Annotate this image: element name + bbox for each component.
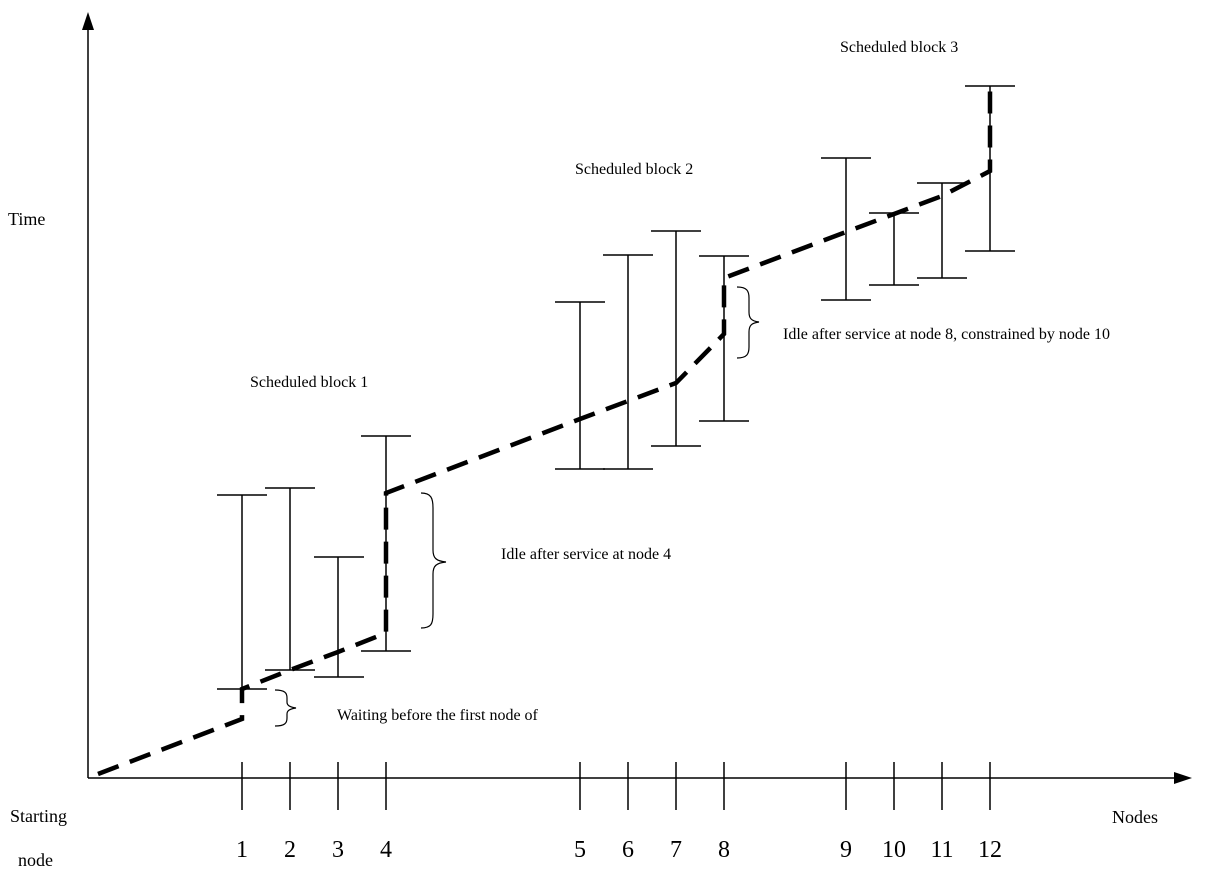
time-window-node-8 (699, 255, 749, 422)
time-window-node-7 (651, 230, 701, 447)
time-window-node-9 (821, 157, 871, 301)
origin-label-line1: Starting (10, 806, 67, 826)
time-window-node-10 (869, 212, 919, 286)
schedule-path (97, 86, 993, 777)
origin-label-line2: node (18, 850, 53, 870)
braces (274, 286, 760, 727)
node-label: 12 (978, 837, 1002, 863)
y-axis-label: Time (8, 209, 45, 229)
time-window-node-2 (265, 487, 315, 671)
block-label-2: Scheduled block 2 (575, 161, 693, 178)
node-label: 2 (284, 837, 296, 863)
schedule-path-sloped (97, 86, 993, 777)
time-window-node-3 (314, 556, 364, 678)
brace-waiting (274, 689, 297, 727)
time-window-node-5 (555, 301, 605, 470)
brace-idle-node8 (736, 286, 760, 359)
block-label-1: Scheduled block 1 (250, 374, 368, 391)
y-axis-arrowhead (82, 12, 94, 30)
annotation-waiting: Waiting before the first node of (337, 707, 539, 724)
node-label: 4 (380, 837, 392, 863)
brace-idle-node4 (420, 492, 447, 629)
node-label: 5 (574, 837, 586, 863)
annotation-idle-node4: Idle after service at node 4 (501, 546, 671, 563)
block-label-3: Scheduled block 3 (840, 39, 958, 56)
node-label: 3 (332, 837, 344, 863)
node-label: 8 (718, 837, 730, 863)
x-axis-label: Nodes (1112, 807, 1158, 827)
node-labels: 1 2 3 4 5 6 7 8 9 10 11 12 (236, 837, 1002, 863)
node-label: 7 (670, 837, 682, 863)
node-label: 11 (930, 837, 953, 863)
node-label: 9 (840, 837, 852, 863)
time-window-node-11 (917, 182, 967, 279)
time-window-node-1 (217, 494, 267, 690)
node-label: 10 (882, 837, 906, 863)
annotation-idle-node8: Idle after service at node 8, constraine… (783, 326, 1110, 343)
x-axis-arrowhead (1174, 772, 1192, 784)
axes (82, 12, 1192, 784)
node-label: 6 (622, 837, 634, 863)
node-ticks (241, 762, 991, 810)
node-label: 1 (236, 837, 248, 863)
time-window-node-6 (603, 254, 653, 470)
